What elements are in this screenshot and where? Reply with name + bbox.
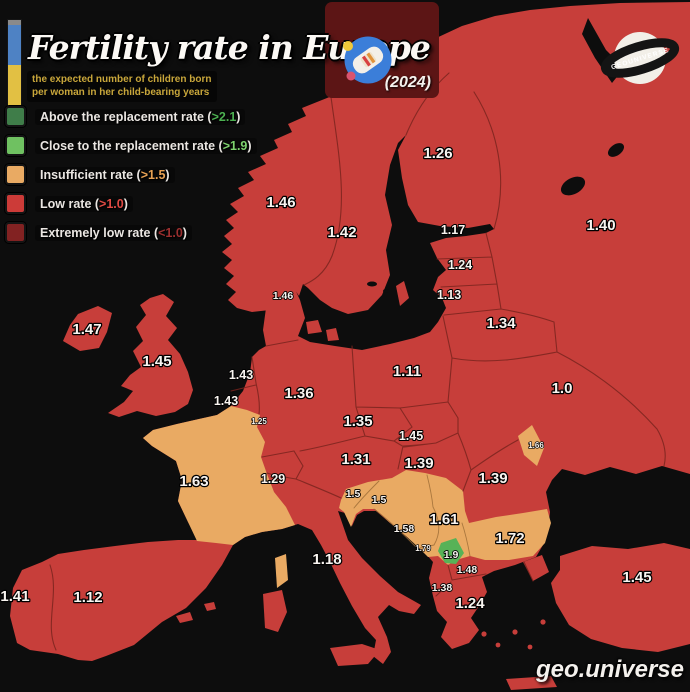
value-label-lithuania: 1.13 <box>437 288 461 302</box>
value-label-albania: 1.38 <box>432 582 453 594</box>
value-label-czechia: 1.35 <box>343 413 372 430</box>
legend-item-low: Low rate (>1.0) <box>5 193 257 214</box>
year-badge-text: (2024) <box>384 74 431 91</box>
legend-swatch-low <box>5 193 26 214</box>
value-label-norway: 1.46 <box>266 194 295 211</box>
subtitle: the expected number of children born per… <box>27 71 218 102</box>
value-label-slovenia: 1.5 <box>346 488 361 500</box>
country-value-labels: 1.46 1.42 1.26 1.46 1.17 1.24 1.13 1.40 1.34 1.0 1… <box>0 144 653 614</box>
map-island-great-britain <box>108 294 193 417</box>
value-label-hungary: 1.39 <box>404 455 433 472</box>
value-label-austria: 1.31 <box>341 451 370 468</box>
map-island-corsica <box>275 554 288 588</box>
value-label-slovakia: 1.45 <box>399 429 423 443</box>
map-island-sardinia <box>263 590 287 632</box>
value-label-luxembourg: 1.25 <box>251 417 267 426</box>
map-region-turkish-thrace <box>523 555 549 581</box>
value-label-croatia: 1.5 <box>372 494 387 506</box>
value-label-belgium: 1.43 <box>214 394 238 408</box>
value-label-bulgaria: 1.72 <box>495 530 524 547</box>
value-label-france: 1.63 <box>179 473 208 490</box>
value-label-united-kingdom: 1.45 <box>142 353 171 370</box>
legend-swatch-above <box>5 106 26 127</box>
value-label-serbia: 1.61 <box>429 511 458 528</box>
value-label-ukraine: 1.0 <box>552 380 573 397</box>
map-islands-denmark <box>306 320 339 341</box>
value-label-ireland: 1.47 <box>72 321 101 338</box>
value-label-moldova: 1.66 <box>528 441 544 450</box>
lake-onega <box>607 143 625 157</box>
value-label-spain: 1.12 <box>73 589 102 606</box>
value-label-estonia: 1.17 <box>441 223 465 237</box>
value-label-italy: 1.18 <box>312 551 341 568</box>
value-label-romania: 1.39 <box>478 470 507 487</box>
white-sea <box>582 18 624 83</box>
lake-ladoga <box>560 176 586 196</box>
watermark: geo.universe <box>535 656 684 683</box>
map-island-sicily <box>330 644 380 666</box>
value-label-montenegro: 1.79 <box>415 544 431 553</box>
value-label-portugal: 1.41 <box>0 588 29 605</box>
value-label-turkey: 1.45 <box>622 569 651 586</box>
map-region-kosovo <box>438 538 464 564</box>
map-islands-balearic <box>176 602 216 623</box>
value-label-denmark: 1.46 <box>273 290 294 302</box>
pregnancy-test-icon <box>343 36 392 84</box>
value-label-bosnia-and-herzegovina: 1.58 <box>394 523 415 535</box>
legend: Above the replacement rate (>2.1) Close … <box>5 106 257 251</box>
value-label-north-macedonia: 1.48 <box>457 564 478 576</box>
map-region-balkans <box>339 470 551 565</box>
value-label-finland: 1.26 <box>423 145 452 162</box>
value-label-sweden: 1.42 <box>327 224 356 241</box>
flag-bar-yellow <box>8 65 21 106</box>
value-label-belarus: 1.34 <box>486 315 516 332</box>
value-label-netherlands: 1.43 <box>229 368 253 382</box>
map-islands-aegean <box>481 619 546 650</box>
legend-item-above-replacement: Above the replacement rate (>2.1) <box>5 106 257 127</box>
geouniverse-logo: GEOUNIVERSE <box>600 32 680 84</box>
balkan-internal-borders <box>353 474 471 557</box>
lake-vattern <box>383 289 389 293</box>
droplet-icon <box>343 41 353 51</box>
map-region-turkey <box>551 543 690 652</box>
legend-item-extremely-low: Extremely low rate (<1.0) <box>5 222 257 243</box>
value-label-kosovo: 1.9 <box>444 549 459 561</box>
value-label-poland: 1.11 <box>393 363 421 380</box>
legend-swatch-close <box>5 135 26 156</box>
country-borders <box>49 72 666 651</box>
map-island-crete <box>506 676 557 690</box>
value-label-switzerland: 1.29 <box>261 472 285 486</box>
subtitle-line1: the expected number of children born <box>32 74 212 85</box>
value-label-greece: 1.24 <box>455 595 485 612</box>
map-region-moldova <box>518 425 544 466</box>
lake-vanern <box>367 281 377 287</box>
flag-bar <box>8 20 21 106</box>
legend-swatch-insufficient <box>5 164 26 185</box>
value-label-russia: 1.40 <box>586 217 615 234</box>
subtitle-line2: per woman in her child-bearing years <box>32 87 210 98</box>
legend-item-insufficient: Insufficient rate (>1.5) <box>5 164 257 185</box>
map-region-france <box>143 406 295 545</box>
map-island-gotland <box>396 281 409 306</box>
flag-bar-blue <box>8 25 21 65</box>
value-label-latvia: 1.24 <box>448 258 472 272</box>
value-label-germany: 1.36 <box>284 385 313 402</box>
legend-item-close-replacement: Close to the replacement rate (>1.9) <box>5 135 257 156</box>
flag-bar-gray <box>8 20 21 25</box>
map-island-ireland <box>63 306 112 351</box>
legend-swatch-extremely-low <box>5 222 26 243</box>
